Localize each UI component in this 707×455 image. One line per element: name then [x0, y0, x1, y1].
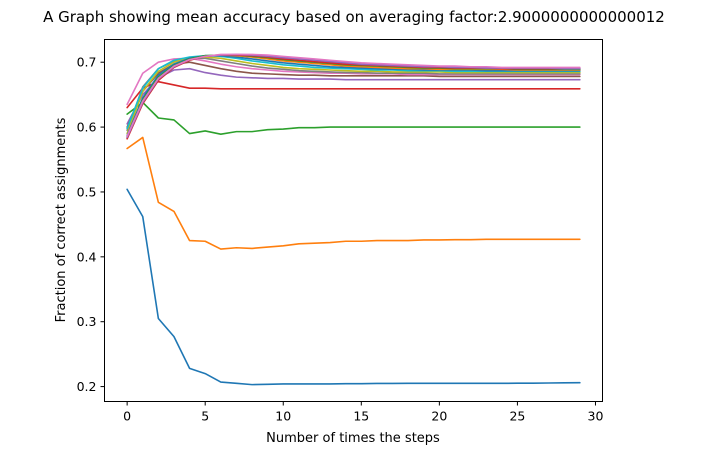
x-tick-label: 15	[353, 409, 369, 424]
series-line-2	[126, 136, 581, 250]
series-line-1	[126, 188, 581, 386]
y-tick-label: 0.7	[77, 55, 97, 70]
x-tick-label: 0	[123, 409, 131, 424]
x-axis-label: Number of times the steps	[266, 431, 440, 446]
x-tick-label: 25	[509, 409, 525, 424]
y-axis: 0.2 0.3 0.4 0.5 0.6 0.7	[77, 55, 105, 394]
x-tick-label: 10	[275, 409, 291, 424]
x-axis: 0 5 10 15 20 25 30	[123, 401, 604, 424]
series-line-4	[126, 80, 581, 109]
y-tick-label: 0.4	[77, 249, 97, 264]
plot-frame	[104, 39, 603, 402]
y-tick-label: 0.5	[77, 184, 97, 199]
y-axis-label: Fraction of correct assignments	[54, 117, 69, 322]
series-line-3	[126, 101, 581, 136]
series-line-5	[126, 67, 581, 125]
chart-title: A Graph showing mean accuracy based on a…	[43, 8, 665, 26]
x-tick-label: 20	[431, 409, 447, 424]
series-line-16	[126, 53, 581, 137]
x-tick-label: 5	[201, 409, 209, 424]
y-tick-label: 0.6	[77, 120, 97, 135]
series-line-8	[126, 57, 581, 132]
x-tick-label: 30	[588, 409, 604, 424]
series-layer	[126, 53, 581, 386]
y-tick-label: 0.2	[77, 379, 97, 394]
series-line-6	[126, 61, 581, 128]
y-tick-label: 0.3	[77, 314, 97, 329]
